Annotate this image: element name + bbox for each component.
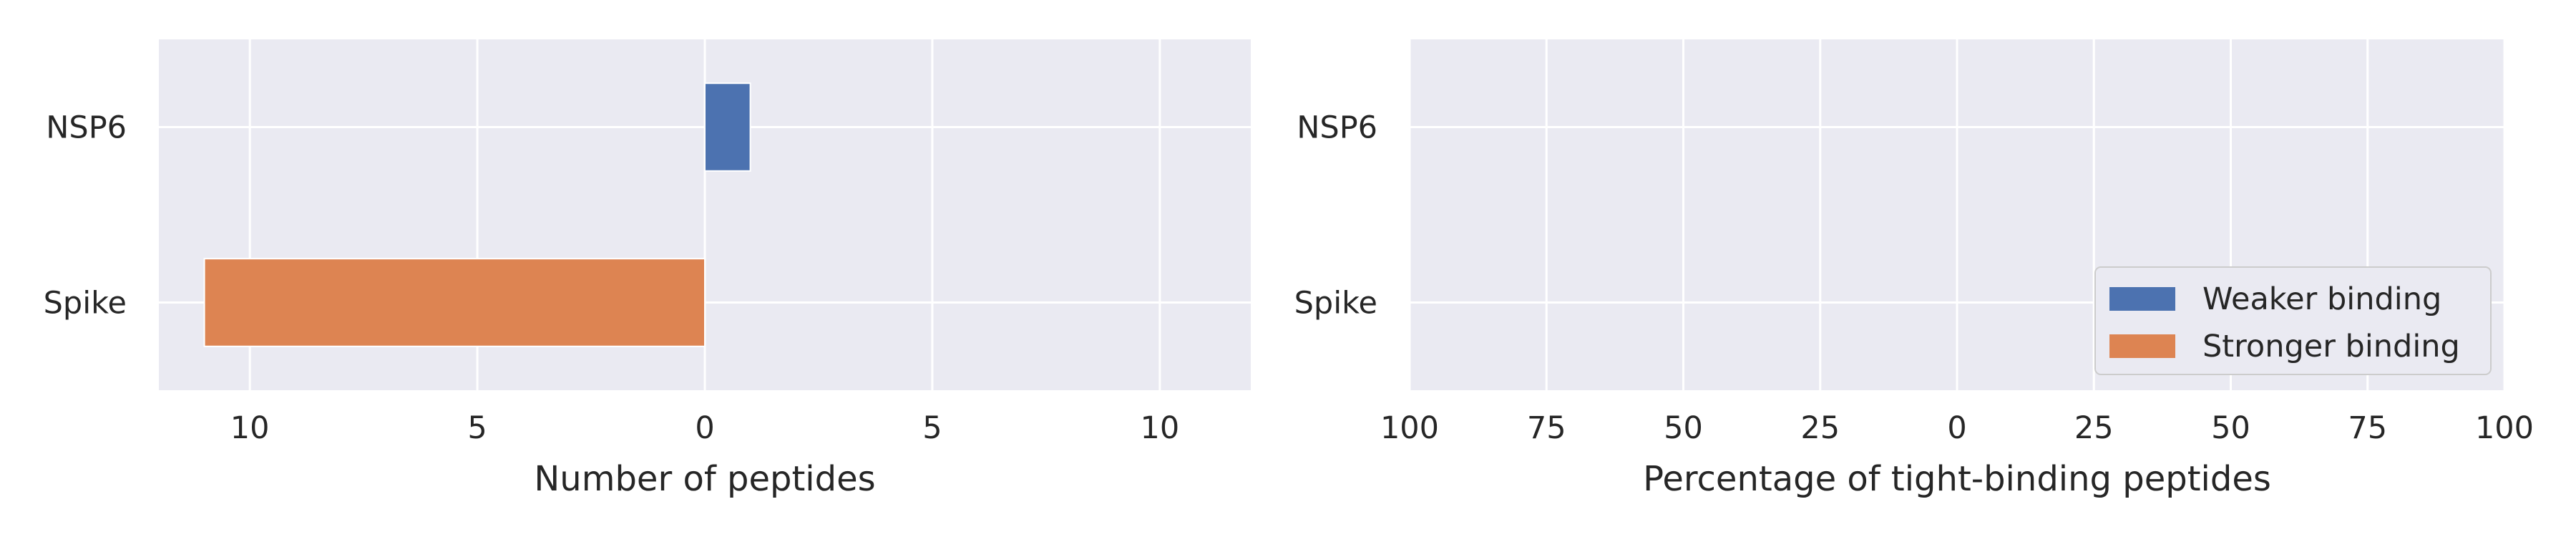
- x-tick-label: 5: [467, 410, 487, 446]
- x-tick-label: 50: [1664, 410, 1703, 446]
- x-tick-label: 50: [2211, 410, 2250, 446]
- x-tick-label: 0: [695, 410, 714, 446]
- y-category-label: Spike: [44, 286, 127, 321]
- x-axis-label: Percentage of tight-binding peptides: [1643, 459, 2271, 499]
- legend-box: [2094, 266, 2492, 375]
- left-panel: 10 5 0 5 10 NSP6 Spike Number of peptides: [44, 39, 1251, 499]
- x-tick-label: 0: [1947, 410, 1966, 446]
- y-category-label: NSP6: [1297, 110, 1377, 146]
- x-tick-label: 75: [1527, 410, 1566, 446]
- x-tick-label: 5: [922, 410, 942, 446]
- legend-entry-label: Weaker binding: [2202, 281, 2441, 317]
- right-panel: 100 75 50 25 0 25 50 75 100 NSP6 Spike Percentage o…: [1294, 39, 2534, 499]
- legend: Weaker binding Stronger binding: [2094, 266, 2492, 375]
- x-tick-label: 100: [2475, 410, 2534, 446]
- bar-weaker-binding-nsp6: [704, 82, 751, 172]
- legend-swatch: [2109, 334, 2175, 358]
- x-tick-label: 10: [1140, 410, 1179, 446]
- x-tick-label: 75: [2348, 410, 2387, 446]
- legend-entry-label: Stronger binding: [2202, 329, 2460, 364]
- x-tick-label: 100: [1380, 410, 1439, 446]
- x-tick-label: 25: [2074, 410, 2114, 446]
- y-category-label: Spike: [1294, 286, 1377, 321]
- x-tick-label: 10: [230, 410, 270, 446]
- x-tick-label: 25: [1800, 410, 1840, 446]
- bar-stronger-binding-spike: [203, 258, 706, 347]
- x-axis-label: Number of peptides: [534, 459, 875, 499]
- legend-swatch: [2109, 287, 2175, 311]
- y-category-label: NSP6: [46, 110, 127, 146]
